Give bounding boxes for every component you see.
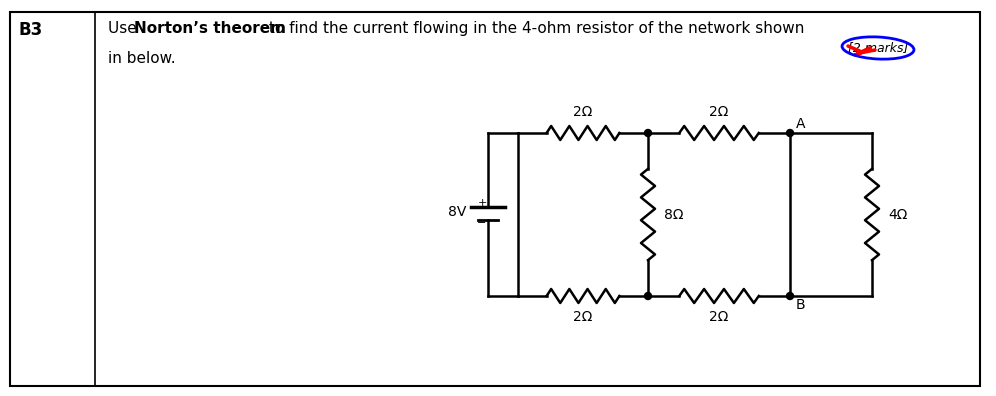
Text: 2Ω: 2Ω xyxy=(574,310,593,324)
Text: 8Ω: 8Ω xyxy=(664,208,683,221)
Text: in below.: in below. xyxy=(108,51,175,66)
Circle shape xyxy=(644,293,651,299)
Circle shape xyxy=(787,129,794,137)
Text: +: + xyxy=(477,198,487,208)
FancyBboxPatch shape xyxy=(10,12,980,386)
Text: A: A xyxy=(796,117,806,131)
Text: B3: B3 xyxy=(18,21,42,39)
Text: Norton’s theorem: Norton’s theorem xyxy=(134,21,286,36)
Text: to find the current flowing in the 4-ohm resistor of the network shown: to find the current flowing in the 4-ohm… xyxy=(264,21,805,36)
Text: 8V: 8V xyxy=(447,204,466,219)
Text: −: − xyxy=(477,217,487,227)
Text: 2Ω: 2Ω xyxy=(574,105,593,119)
Text: 2Ω: 2Ω xyxy=(709,105,729,119)
Text: 4Ω: 4Ω xyxy=(888,208,907,221)
Text: [2 marks]: [2 marks] xyxy=(848,42,908,55)
Bar xyxy=(428,93,932,336)
Text: 2Ω: 2Ω xyxy=(709,310,729,324)
Circle shape xyxy=(787,293,794,299)
Circle shape xyxy=(644,129,651,137)
Text: B: B xyxy=(796,298,806,312)
Text: Use: Use xyxy=(108,21,141,36)
